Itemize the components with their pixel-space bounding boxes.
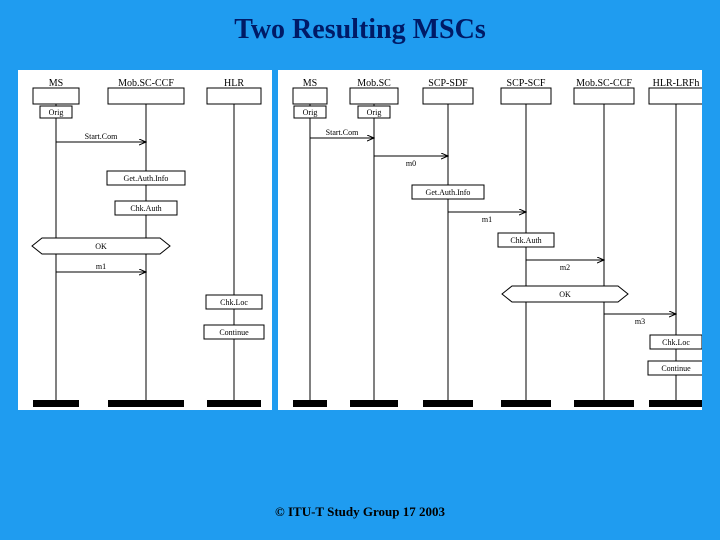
svg-text:Orig: Orig	[49, 108, 64, 117]
svg-text:MS: MS	[49, 78, 63, 89]
slide-footer: © ITU-T Study Group 17 2003	[0, 504, 720, 520]
msc-panel-right: MS Orig Mob.SC Orig SCP-SDF SCP-SCF Mob.SC-CCF…	[278, 70, 702, 410]
svg-text:Start.Com: Start.Com	[326, 128, 359, 137]
svg-text:OK: OK	[95, 242, 107, 251]
svg-text:Mob.SC-CCF: Mob.SC-CCF	[576, 78, 632, 89]
slide: Two Resulting MSCs MS Orig Mob.SC-CCF HLR St…	[0, 0, 720, 540]
svg-text:Continue: Continue	[661, 364, 691, 373]
svg-text:Chk.Auth: Chk.Auth	[130, 204, 161, 213]
svg-text:MS: MS	[303, 78, 317, 89]
svg-text:Mob.SC: Mob.SC	[357, 78, 391, 89]
svg-text:Get.Auth.Info: Get.Auth.Info	[426, 188, 471, 197]
svg-text:Chk.Loc: Chk.Loc	[662, 338, 690, 347]
svg-text:m0: m0	[406, 159, 416, 168]
svg-text:Orig: Orig	[367, 108, 382, 117]
svg-text:HLR-LRFh: HLR-LRFh	[653, 78, 700, 89]
svg-text:Chk.Loc: Chk.Loc	[220, 298, 248, 307]
svg-text:HLR: HLR	[224, 78, 244, 89]
svg-text:SCP-SDF: SCP-SDF	[428, 78, 468, 89]
msc-panel-left: MS Orig Mob.SC-CCF HLR Start.Com Get.Auth.Inf…	[18, 70, 272, 410]
svg-text:SCP-SCF: SCP-SCF	[507, 78, 546, 89]
svg-text:Start.Com: Start.Com	[85, 132, 118, 141]
svg-text:m1: m1	[96, 262, 106, 271]
svg-text:Orig: Orig	[303, 108, 318, 117]
svg-text:Continue: Continue	[219, 328, 249, 337]
slide-title: Two Resulting MSCs	[0, 14, 720, 46]
svg-text:Get.Auth.Info: Get.Auth.Info	[124, 174, 169, 183]
svg-text:m3: m3	[635, 317, 645, 326]
svg-text:Chk.Auth: Chk.Auth	[510, 236, 541, 245]
svg-text:OK: OK	[559, 290, 571, 299]
svg-text:m2: m2	[560, 263, 570, 272]
svg-text:m1: m1	[482, 215, 492, 224]
msc-svg-right: MS Orig Mob.SC Orig SCP-SDF SCP-SCF Mob.SC-CCF…	[278, 70, 702, 410]
svg-text:Mob.SC-CCF: Mob.SC-CCF	[118, 78, 174, 89]
msc-svg-left: MS Orig Mob.SC-CCF HLR Start.Com Get.Auth.Inf…	[18, 70, 272, 410]
